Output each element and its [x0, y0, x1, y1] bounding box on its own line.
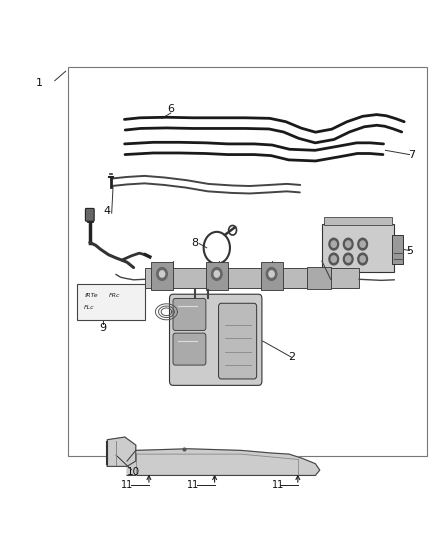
Text: 11: 11	[121, 480, 133, 490]
Text: 11: 11	[272, 480, 284, 490]
Bar	[206, 262, 228, 290]
Circle shape	[269, 271, 274, 277]
Bar	[145, 268, 359, 288]
Circle shape	[214, 271, 219, 277]
FancyBboxPatch shape	[219, 303, 257, 379]
Text: 5: 5	[406, 246, 413, 255]
Bar	[324, 217, 392, 225]
Text: 6: 6	[167, 104, 174, 114]
Bar	[68, 67, 427, 456]
Bar	[151, 262, 173, 290]
Text: 9: 9	[99, 323, 106, 333]
FancyBboxPatch shape	[173, 298, 206, 330]
Text: 1: 1	[36, 78, 43, 87]
Circle shape	[212, 268, 222, 280]
Circle shape	[331, 256, 336, 262]
Circle shape	[358, 253, 367, 265]
Text: FLc: FLc	[84, 304, 95, 310]
FancyBboxPatch shape	[85, 208, 94, 221]
Text: 7: 7	[408, 150, 415, 159]
Circle shape	[331, 241, 336, 247]
Text: fRTe: fRTe	[84, 293, 98, 298]
Bar	[392, 235, 403, 264]
Text: 11: 11	[187, 480, 199, 490]
Circle shape	[360, 241, 365, 247]
Text: 8: 8	[191, 238, 198, 247]
Text: FRc: FRc	[109, 293, 120, 298]
Polygon shape	[107, 437, 136, 466]
Circle shape	[346, 241, 351, 247]
Circle shape	[343, 238, 353, 250]
Circle shape	[346, 256, 351, 262]
Bar	[307, 266, 331, 289]
Circle shape	[358, 238, 367, 250]
Circle shape	[157, 268, 167, 280]
Circle shape	[159, 271, 165, 277]
FancyBboxPatch shape	[170, 294, 262, 385]
Text: 2: 2	[288, 352, 295, 362]
Bar	[322, 224, 394, 272]
Circle shape	[329, 253, 339, 265]
Circle shape	[329, 238, 339, 250]
Circle shape	[343, 253, 353, 265]
Bar	[77, 284, 145, 320]
FancyBboxPatch shape	[173, 333, 206, 365]
Text: 4: 4	[104, 206, 111, 215]
Bar	[261, 262, 283, 290]
Circle shape	[266, 268, 277, 280]
Text: 3: 3	[78, 296, 85, 306]
Polygon shape	[127, 449, 320, 475]
Text: 10: 10	[127, 467, 140, 477]
Circle shape	[360, 256, 365, 262]
